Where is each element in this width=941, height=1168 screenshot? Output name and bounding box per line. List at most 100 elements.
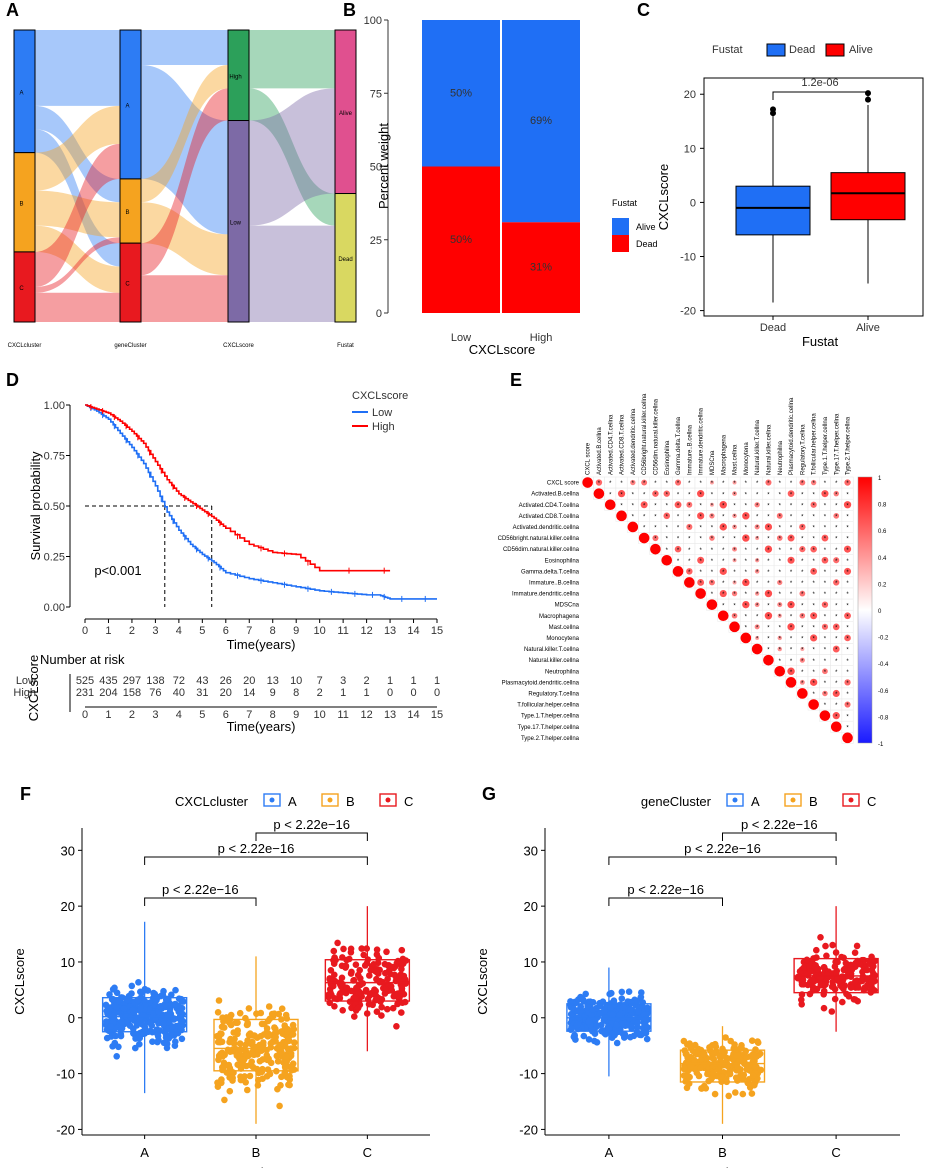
data-point — [737, 1066, 744, 1073]
risk-y-axis-title: CXCLscore — [26, 655, 41, 721]
data-point — [331, 1003, 338, 1010]
significance-star: * — [835, 559, 838, 565]
corr-circle — [754, 591, 760, 596]
data-point — [257, 1009, 265, 1017]
data-point — [816, 973, 824, 981]
data-point — [381, 990, 389, 997]
data-point — [627, 1033, 634, 1041]
significance-star: * — [756, 503, 759, 509]
x-tick-label: 12 — [360, 625, 372, 637]
significance-star: * — [835, 648, 838, 654]
significance-star: * — [767, 581, 770, 587]
significance-star: * — [733, 614, 736, 620]
data-point — [845, 993, 853, 1000]
corr-circle — [709, 502, 714, 507]
significance-star: * — [733, 592, 736, 598]
p-value-label: p < 2.22e−16 — [273, 817, 350, 832]
significance-star: * — [598, 481, 601, 487]
y-tick-label: -10 — [56, 1067, 75, 1082]
corr-circle — [777, 635, 782, 641]
significance-star: * — [666, 526, 669, 532]
data-point — [710, 1069, 717, 1077]
sankey-flow — [35, 129, 120, 267]
corr-circle — [616, 510, 627, 522]
data-point — [722, 1034, 729, 1041]
significance-star: * — [666, 481, 669, 487]
data-point — [221, 1096, 228, 1104]
data-point — [330, 982, 337, 990]
significance-bracket — [144, 897, 257, 906]
significance-star: * — [666, 548, 669, 554]
risk-value: 0 — [387, 687, 393, 699]
data-point — [817, 934, 824, 941]
correlation-panel: CXCL score Activated.B.cellna Activated.CD… — [498, 393, 889, 748]
data-point — [398, 1009, 405, 1016]
corr-circle — [751, 643, 763, 655]
corr-circle — [830, 721, 842, 733]
significance-star: * — [801, 492, 804, 498]
corr-circle — [742, 512, 750, 520]
data-point — [820, 1004, 828, 1012]
sankey-flow — [141, 88, 228, 276]
data-point — [851, 949, 859, 956]
data-point — [265, 1030, 273, 1038]
y-axis-title: Survival probability — [28, 451, 43, 561]
x-axis-title: Time(years) — [227, 637, 296, 652]
significance-star: * — [756, 526, 759, 532]
sankey-node — [227, 120, 250, 323]
x-tick-label: 0 — [82, 625, 88, 637]
significance-star: * — [779, 514, 782, 520]
significance-star: * — [722, 592, 725, 598]
legend-key — [263, 793, 281, 807]
risk-value: 2 — [364, 675, 370, 687]
data-point — [244, 1021, 251, 1028]
risk-x-tick-label: 12 — [360, 709, 372, 721]
data-point — [264, 1017, 272, 1025]
corr-circle — [777, 579, 783, 586]
data-point — [237, 1076, 245, 1084]
p-value-annotation: p<0.001 — [94, 563, 141, 578]
sankey-node-label: C — [125, 282, 130, 288]
corr-circle — [754, 502, 760, 508]
data-point — [244, 1086, 251, 1094]
significance-star: * — [835, 492, 838, 498]
significance-star: * — [733, 514, 736, 520]
significance-star: * — [666, 503, 669, 509]
significance-star: * — [824, 570, 827, 576]
corr-circle — [719, 501, 727, 509]
data-point — [170, 1016, 178, 1023]
significance-star: * — [688, 537, 691, 543]
significance-star: * — [779, 503, 782, 509]
data-point — [286, 1076, 294, 1083]
data-point — [258, 1020, 266, 1028]
significance-star: * — [756, 637, 759, 643]
data-point — [593, 1039, 601, 1046]
row-label: Natural.killer.T.cellna — [524, 647, 580, 653]
significance-star: * — [745, 481, 748, 487]
corr-circle — [819, 710, 831, 721]
corr-circle — [764, 545, 773, 553]
data-point — [346, 955, 353, 963]
significance-star: * — [846, 681, 849, 687]
data-point — [350, 976, 358, 984]
corr-circle — [810, 501, 817, 508]
data-point — [570, 1005, 577, 1012]
risk-x-tick-label: 1 — [105, 709, 111, 721]
data-point — [605, 1025, 613, 1032]
data-point — [585, 1036, 593, 1043]
risk-row-label: High — [13, 687, 36, 699]
data-point — [840, 985, 847, 993]
data-point — [113, 1053, 120, 1060]
data-point — [582, 990, 589, 998]
colorbar-tick-label: -0.6 — [878, 689, 889, 695]
significance-star: * — [846, 481, 849, 487]
data-point — [579, 996, 587, 1003]
data-point — [686, 1073, 693, 1081]
data-point — [287, 1052, 295, 1060]
risk-value: 0 — [434, 687, 440, 699]
column-label: Natural.killer.cellna — [766, 424, 772, 475]
sankey-axis-label: CXCLscore — [223, 343, 254, 349]
data-point — [681, 1064, 688, 1072]
data-point — [266, 1070, 274, 1078]
